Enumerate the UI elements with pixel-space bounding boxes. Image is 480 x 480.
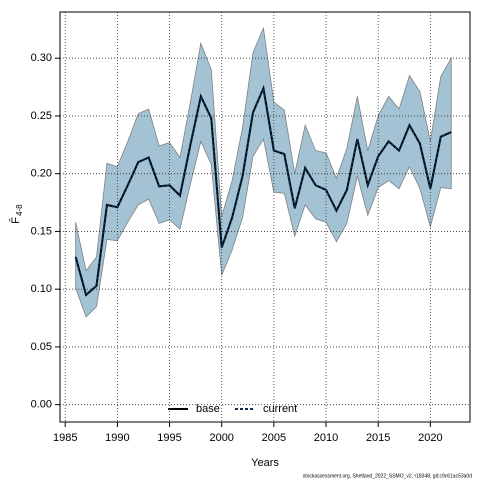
- x-tick-label: 2000: [209, 432, 233, 444]
- y-tick-label: 0.05: [31, 341, 52, 353]
- series-line: [74, 84, 452, 297]
- y-axis-label-sub: 4-8: [15, 204, 24, 216]
- x-tick-label: 1985: [53, 432, 77, 444]
- legend-label: current: [263, 403, 297, 415]
- footer: stockassessment.org, Shetland_2022_SSMO_…: [303, 473, 472, 479]
- y-tick-label: 0.20: [31, 168, 52, 180]
- x-axis-label: Years: [251, 457, 279, 469]
- x-tick-label: 2005: [262, 432, 286, 444]
- legend-label: base: [196, 403, 220, 415]
- x-tick-label: 2020: [418, 432, 442, 444]
- y-tick-label: 0.25: [31, 110, 52, 122]
- confidence-band: [75, 26, 452, 318]
- x-tick-label: 2010: [314, 432, 338, 444]
- y-tick-label: 0.10: [31, 283, 52, 295]
- y-tick-label: 0.30: [31, 52, 52, 64]
- y-tick-label: 0.15: [31, 225, 52, 237]
- y-axis-label-main: F̄: [9, 217, 22, 224]
- plot-frame: [59, 11, 471, 423]
- y-tick-label: 0.00: [31, 399, 52, 411]
- x-tick-label: 2015: [366, 432, 390, 444]
- y-axis-label: F̄ 4-8: [9, 204, 24, 224]
- x-tick-label: 1990: [105, 432, 129, 444]
- x-tick-label: 1995: [157, 432, 181, 444]
